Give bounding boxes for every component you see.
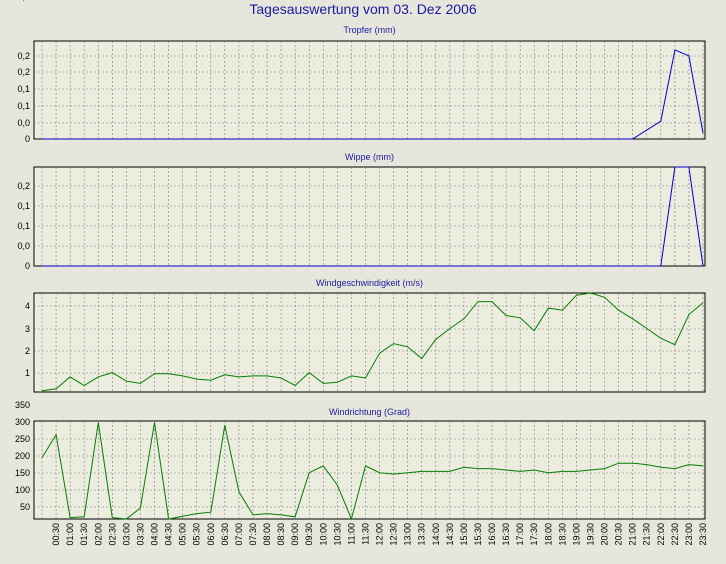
x-tick-label: 06:30: [220, 523, 230, 546]
x-tick-label: 09:30: [304, 523, 314, 546]
x-tick-label: 02:30: [107, 523, 117, 546]
x-tick-label: 22:30: [670, 523, 680, 546]
x-tick-label: 07:30: [248, 523, 258, 546]
panel-title: Tropfer (mm): [343, 25, 395, 35]
y-tick-label: 1: [25, 368, 30, 378]
chart-panel-4: Windrichtung (Grad) 50 100 150 200 250 300 350 0…: [15, 400, 708, 546]
x-tick-label: 07:00: [234, 523, 244, 546]
x-tick-label: 02:00: [93, 523, 103, 546]
x-tick-label: 04:30: [164, 523, 174, 546]
x-tick-label: 16:00: [487, 523, 497, 546]
y-tick-label: 0,2: [17, 51, 30, 61]
y-tick-label: 0,1: [17, 84, 30, 94]
x-tick-label: 03:00: [121, 523, 131, 546]
x-tick-label: 17:30: [529, 523, 539, 546]
x-tick-label: 08:30: [276, 523, 286, 546]
series-line: [42, 49, 704, 140]
x-tick-label: 23:00: [684, 523, 694, 546]
plot-area: [33, 292, 706, 393]
y-tick-label: 200: [15, 451, 30, 461]
y-tick-label: 0,1: [17, 101, 30, 111]
x-tick-label: 21:00: [628, 523, 638, 546]
chart-main-title: Tagesauswertung vom 03. Dez 2006: [249, 1, 477, 17]
y-tick-label: 0,2: [17, 0, 30, 2]
x-tick-label: 13:30: [417, 523, 427, 546]
x-tick-label: 14:00: [431, 523, 441, 546]
x-tick-label: 22:00: [656, 523, 666, 546]
x-tick-label: 09:00: [290, 523, 300, 546]
series-line: [41, 292, 704, 392]
plot-area: [33, 40, 706, 140]
series-line: [41, 422, 704, 521]
x-tick-label: 20:00: [600, 523, 610, 546]
y-tick-label: 0: [25, 134, 30, 144]
y-tick-label: 100: [15, 485, 30, 495]
x-tick-label: 01:30: [79, 523, 89, 546]
x-tick-label: 21:30: [642, 523, 652, 546]
x-tick-label: 18:00: [543, 523, 553, 546]
y-tick-label: 2: [25, 346, 30, 356]
x-tick-label: 12:00: [375, 523, 385, 546]
y-tick-label: 3: [25, 324, 30, 334]
x-tick-label: 15:30: [473, 523, 483, 546]
y-tick-label: 350: [15, 400, 30, 410]
chart-panel-3: Windgeschwindigkeit (m/s) 1 2 3 4: [25, 278, 706, 393]
x-tick-label: 17:00: [515, 523, 525, 546]
x-tick-label: 03:30: [135, 523, 145, 546]
y-tick-label: 300: [15, 417, 30, 427]
y-tick-label: 0,2: [17, 181, 30, 191]
x-tick-label: 04:00: [150, 523, 160, 546]
x-tick-label: 06:00: [206, 523, 216, 546]
panel-title: Wippe (mm): [345, 152, 394, 162]
x-tick-label: 15:00: [459, 523, 469, 546]
y-tick-label: 50: [20, 502, 30, 512]
x-tick-label: 16:30: [501, 523, 511, 546]
y-tick-label: 0,0: [17, 241, 30, 251]
x-tick-label: 13:00: [403, 523, 413, 546]
panel-title: Windrichtung (Grad): [329, 407, 410, 417]
x-tick-label: 11:00: [346, 523, 356, 545]
series-line: [42, 166, 704, 267]
x-tick-label: 19:30: [585, 523, 595, 546]
x-tick-label: 19:00: [571, 523, 581, 546]
chart-panel-1: Tropfer (mm) 0 0,0 0,1 0,1 0,2 0,2: [17, 25, 706, 144]
x-tick-label: 14:30: [445, 523, 455, 546]
plot-area: [33, 166, 706, 267]
y-tick-label: 0: [25, 261, 30, 271]
y-tick-label: 4: [25, 301, 30, 311]
x-tick-label: 12:30: [389, 523, 399, 546]
x-tick-label: 01:00: [65, 523, 75, 546]
y-tick-label: 0,1: [17, 221, 30, 231]
x-tick-label: 05:00: [178, 523, 188, 546]
x-tick-label: 10:30: [332, 523, 342, 546]
x-tick-label: 10:00: [318, 523, 328, 546]
x-tick-label: 08:00: [262, 523, 272, 546]
y-tick-label: 0,1: [17, 201, 30, 211]
panel-title: Windgeschwindigkeit (m/s): [316, 278, 423, 288]
y-tick-label: 150: [15, 468, 30, 478]
y-tick-label: 250: [15, 434, 30, 444]
y-tick-label: 0,0: [17, 118, 30, 128]
x-tick-label: 05:30: [192, 523, 202, 546]
y-tick-label: 0,2: [17, 67, 30, 77]
x-tick-label: 00:30: [51, 523, 61, 546]
chart-panel-2: Wippe (mm) 0 0,0 0,1 0,1 0,2 0,2: [17, 0, 706, 271]
x-tick-label: 20:30: [614, 523, 624, 546]
x-tick-label: 18:30: [557, 523, 567, 546]
x-tick-label: 23:30: [698, 523, 708, 546]
x-tick-label: 11:30: [360, 523, 370, 545]
